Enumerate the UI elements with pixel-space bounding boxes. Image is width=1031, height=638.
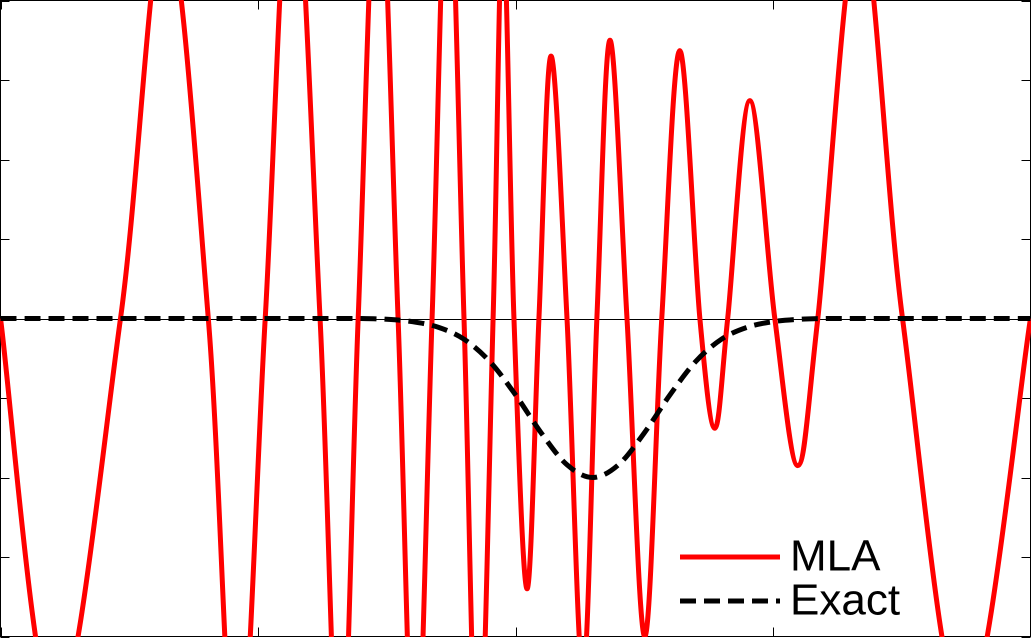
series-line	[0, 315, 1031, 480]
legend-label: MLA	[790, 532, 881, 581]
legend-label: Exact	[790, 576, 900, 625]
